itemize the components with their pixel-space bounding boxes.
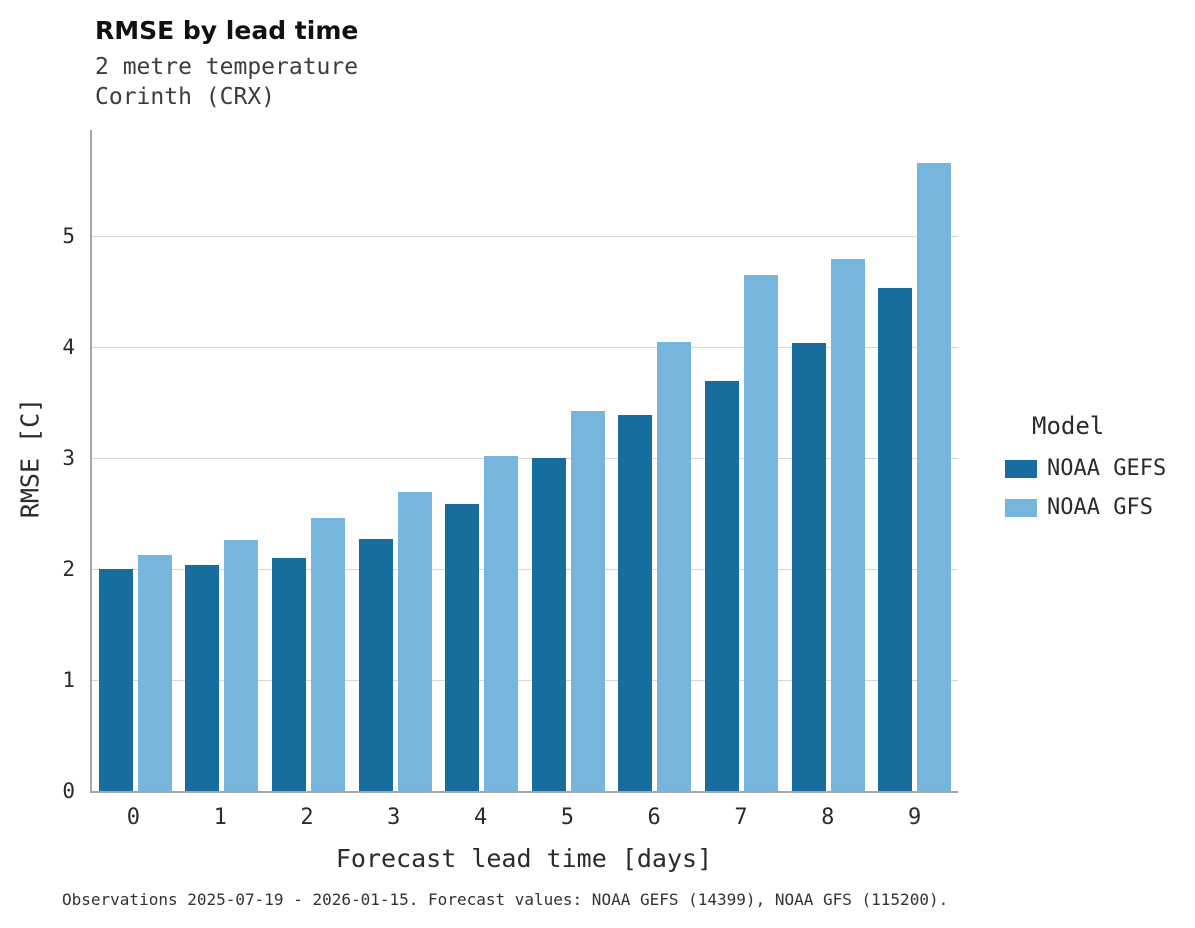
x-axis-label: Forecast lead time [days] — [335, 844, 713, 873]
chart-title: RMSE by lead time — [95, 16, 359, 45]
bar-noaa-gfs-4 — [484, 456, 519, 791]
x-tick-label: 6 — [647, 805, 661, 830]
subtitle-line-1: 2 metre temperature — [95, 54, 359, 80]
legend-swatch-icon — [1005, 459, 1037, 478]
bar-noaa-gfs-1 — [224, 540, 259, 791]
bar-noaa-gefs-7 — [704, 380, 739, 791]
bar-noaa-gfs-7 — [743, 275, 778, 791]
y-axis-ticks: 0 1 2 3 4 5 — [28, 130, 75, 803]
y-tick-label: 2 — [62, 557, 75, 582]
bar-noaa-gefs-5 — [531, 458, 566, 791]
legend-swatch-icon — [1005, 498, 1037, 517]
bar-noaa-gefs-4 — [445, 503, 480, 791]
bar-noaa-gfs-0 — [137, 554, 172, 791]
plot-area — [90, 130, 958, 793]
y-tick-label: 4 — [62, 335, 75, 360]
bar-noaa-gefs-6 — [618, 415, 653, 791]
y-tick-label: 0 — [62, 779, 75, 803]
bar-noaa-gfs-5 — [570, 410, 605, 791]
legend-entry-noaa-gfs: NOAA GFS — [1005, 495, 1166, 520]
gridline — [92, 569, 958, 571]
gridline — [92, 680, 958, 682]
bar-group-1 — [179, 540, 266, 791]
x-tick-label: 9 — [907, 805, 922, 830]
caption: Observations 2025-07-19 - 2026-01-15. Fo… — [62, 890, 949, 909]
bar-group-6 — [612, 341, 699, 791]
bar-noaa-gefs-1 — [185, 564, 220, 791]
x-tick-label: 4 — [473, 805, 488, 830]
subtitle-line-2: Corinth (CRX) — [95, 84, 276, 110]
bar-group-4 — [438, 456, 525, 791]
legend-title: Model — [1032, 412, 1105, 440]
legend-label: NOAA GFS — [1047, 495, 1153, 520]
bar-noaa-gefs-9 — [878, 287, 913, 791]
bar-noaa-gfs-6 — [657, 341, 692, 791]
bar-group-5 — [525, 410, 612, 791]
bar-noaa-gefs-2 — [271, 558, 306, 791]
x-tick-label: 3 — [387, 805, 401, 830]
legend-entry-noaa-gefs: NOAA GEFS — [1005, 456, 1166, 481]
x-tick-label: 2 — [300, 805, 314, 830]
legend-label: NOAA GEFS — [1047, 456, 1167, 481]
bar-noaa-gefs-3 — [358, 539, 393, 791]
bar-group-2 — [265, 518, 352, 791]
x-axis-ticks: 0 1 2 3 4 5 6 7 8 9 — [90, 805, 958, 830]
gridline — [92, 347, 958, 349]
bar-group-8 — [785, 258, 872, 791]
y-tick-label: 1 — [62, 668, 75, 693]
bar-group-7 — [698, 275, 785, 791]
gridline — [92, 236, 958, 238]
y-tick-label: 5 — [62, 224, 75, 249]
bar-noaa-gfs-3 — [397, 491, 432, 791]
bar-group-9 — [871, 163, 958, 791]
bar-noaa-gefs-8 — [791, 342, 826, 791]
x-tick-label: 8 — [821, 805, 835, 830]
bar-noaa-gfs-2 — [310, 518, 345, 791]
legend: Model NOAA GEFS NOAA GFS — [1005, 412, 1166, 520]
bar-noaa-gfs-8 — [830, 258, 865, 791]
chart-subtitle: 2 metre temperature Corinth (CRX) — [95, 52, 358, 112]
gridlines — [92, 130, 958, 791]
bar-groups — [92, 130, 958, 791]
x-tick-label: 5 — [560, 805, 574, 830]
bar-noaa-gfs-9 — [917, 163, 952, 791]
gridline — [92, 458, 958, 460]
bar-group-0 — [92, 554, 179, 791]
legend-entries: NOAA GEFS NOAA GFS — [1005, 456, 1166, 520]
y-tick-label: 3 — [62, 446, 75, 471]
x-tick-label: 7 — [734, 805, 748, 830]
x-tick-label: 1 — [213, 805, 227, 830]
bar-noaa-gefs-0 — [98, 569, 133, 791]
bar-group-3 — [352, 491, 439, 791]
x-tick-label: 0 — [126, 805, 141, 830]
